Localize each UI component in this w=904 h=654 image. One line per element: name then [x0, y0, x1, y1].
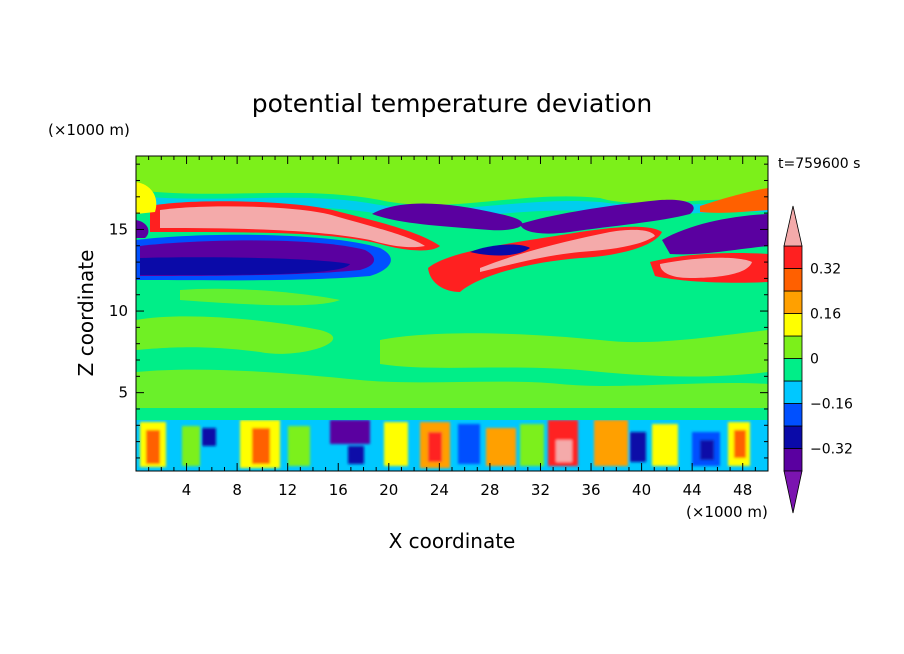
- bl-cell: [652, 424, 678, 466]
- cold-layer-upper-right: [520, 199, 694, 234]
- x-tick-label: 20: [379, 481, 398, 499]
- colorbar-tick-label: −0.32: [810, 442, 853, 458]
- colorbar-tick-label: 0.16: [810, 307, 841, 323]
- colorbar-band: [783, 425, 803, 449]
- z-unit-label: (×1000 m): [48, 121, 130, 139]
- x-axis: 4 8 12 16 20 24 28 32 36 40 44 48: [148, 156, 756, 499]
- x-tick-label: 4: [182, 481, 192, 499]
- warm-layer-right-core: [660, 257, 752, 278]
- colorbar-bottom-arrow: [783, 470, 803, 514]
- y-tick-label: 10: [109, 302, 128, 320]
- bl-cell: [594, 420, 628, 466]
- bl-cell: [288, 426, 310, 466]
- bl-cell: [348, 446, 364, 464]
- bl-cell: [556, 440, 572, 462]
- boundary-layer-top: [136, 414, 768, 420]
- warm-layer-centre-core: [480, 229, 655, 272]
- colorbar-tick-label: −0.16: [810, 397, 853, 413]
- colorbar-top-arrow: [783, 205, 803, 247]
- bl-cell: [384, 422, 408, 466]
- boundary-layer-cells: [140, 420, 750, 468]
- colorbar-band: [783, 290, 803, 314]
- x-tick-label: 48: [733, 481, 752, 499]
- time-label: t=759600 s: [778, 156, 860, 172]
- warm-layer-right-edge: [700, 188, 768, 213]
- x-tick-label: 12: [278, 481, 297, 499]
- bl-cell: [330, 420, 370, 444]
- y-axis-label: Z coordinate: [74, 250, 98, 377]
- cold-layer-mid-centre: [470, 244, 530, 256]
- bl-cell: [252, 428, 270, 464]
- mid-lightgreen-patch-3: [136, 369, 768, 408]
- warm-layer-left-core: [160, 206, 425, 248]
- mid-lightgreen-patch-2: [380, 330, 768, 377]
- bl-cell: [428, 432, 442, 462]
- x-tick-label: 40: [632, 481, 651, 499]
- x-tick-label: 16: [329, 481, 348, 499]
- colorbar-band: [783, 380, 803, 404]
- cold-layer-left-core: [140, 257, 350, 275]
- x-tick-label: 36: [581, 481, 600, 499]
- colorbar-band: [783, 448, 803, 472]
- bl-cell: [146, 430, 160, 464]
- x-tick-label: 32: [531, 481, 550, 499]
- upper-green-region: [136, 156, 768, 205]
- plot-area: [136, 156, 768, 471]
- colorbar-tick-label: 0: [810, 352, 819, 368]
- bl-cell: [630, 432, 646, 462]
- bl-cell: [458, 424, 480, 464]
- bl-cell: [520, 424, 544, 466]
- colorbar-band: [783, 403, 803, 427]
- colorbar-band: [783, 245, 803, 269]
- x-tick-label: 8: [232, 481, 242, 499]
- upper-mid-lightgreen: [180, 288, 340, 306]
- colorbar-band: [783, 335, 803, 359]
- bl-cell: [700, 440, 714, 460]
- colorbar-tick-label: 0.32: [810, 262, 841, 278]
- chart-title: potential temperature deviation: [252, 89, 652, 118]
- colorbar: 0.32 0.16 0 −0.16 −0.32: [783, 205, 853, 514]
- y-tick-label: 15: [109, 220, 128, 238]
- cold-layer-right: [662, 214, 768, 255]
- colorbar-band: [783, 313, 803, 337]
- bl-cell: [734, 430, 746, 458]
- colorbar-band: [783, 358, 803, 382]
- bl-cell: [182, 426, 200, 466]
- bl-cell: [486, 428, 516, 466]
- cold-layer-upper-centre: [372, 203, 523, 231]
- y-axis: 5 10 15: [109, 163, 768, 459]
- x-tick-label: 28: [480, 481, 499, 499]
- x-tick-label: 44: [683, 481, 702, 499]
- left-edge-yellow: [136, 182, 157, 214]
- x-tick-label: 24: [430, 481, 449, 499]
- x-axis-label: X coordinate: [389, 529, 516, 553]
- y-tick-label: 5: [118, 384, 128, 402]
- colorbar-band: [783, 268, 803, 292]
- x-unit-label: (×1000 m): [686, 503, 768, 521]
- bl-cell: [202, 428, 216, 446]
- mid-lightgreen-patch: [136, 316, 334, 354]
